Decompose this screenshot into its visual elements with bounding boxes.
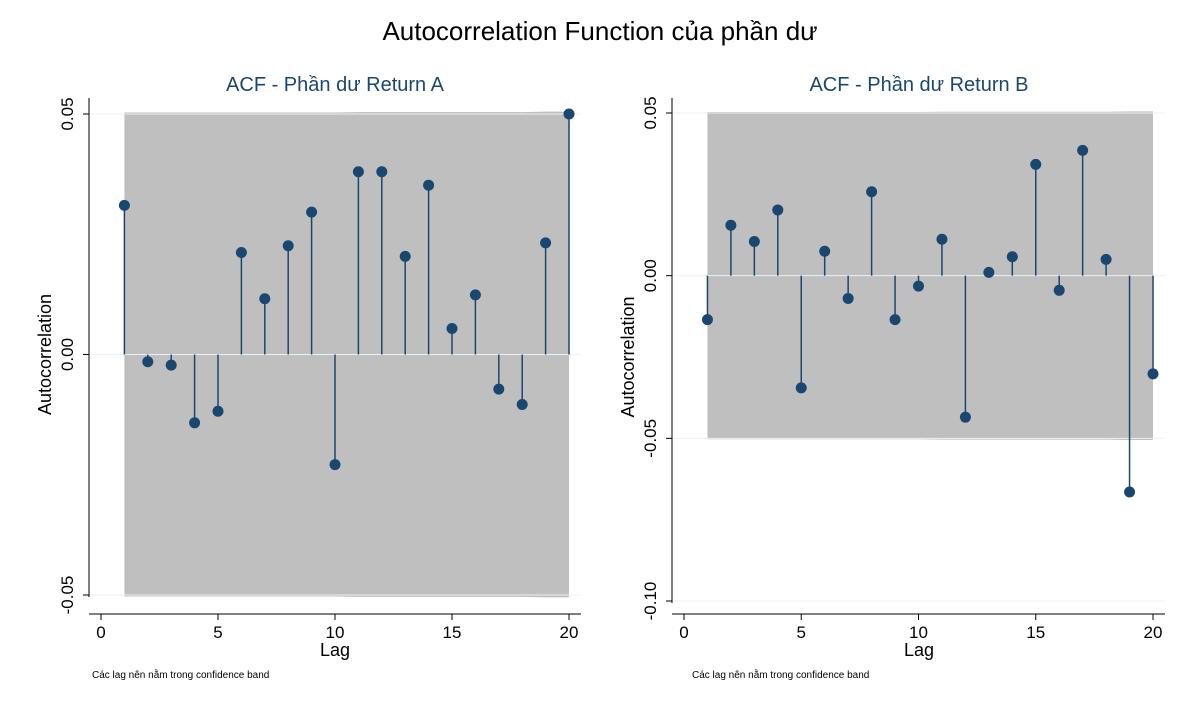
x-tick-label: 10 bbox=[326, 623, 345, 642]
acf-point-lag-9 bbox=[889, 314, 901, 326]
y-tick-label: -0.10 bbox=[641, 582, 660, 621]
acf-point-lag-1 bbox=[118, 199, 130, 211]
acf-point-lag-3 bbox=[165, 359, 177, 371]
y-tick-label: -0.05 bbox=[641, 419, 660, 458]
acf-point-lag-12 bbox=[959, 411, 971, 423]
acf-panel-return-a: ACF - Phần dư Return A -0.05 0.00 0.05 Autoc… bbox=[0, 60, 600, 705]
acf-point-lag-11 bbox=[936, 233, 948, 245]
acf-point-lag-17 bbox=[493, 383, 505, 395]
acf-point-lag-19 bbox=[1124, 486, 1136, 498]
acf-point-lag-4 bbox=[772, 204, 784, 216]
acf-point-lag-13 bbox=[983, 266, 995, 278]
y-axis-label: Autocorrelation bbox=[618, 296, 638, 417]
acf-point-lag-7 bbox=[259, 293, 271, 305]
acf-point-lag-2 bbox=[725, 219, 737, 231]
acf-point-lag-8 bbox=[866, 186, 878, 198]
acf-point-lag-19 bbox=[540, 237, 552, 249]
chart-note: Các lag nên nằm trong confidence band bbox=[692, 668, 869, 681]
acf-point-lag-18 bbox=[516, 399, 528, 411]
x-tick-label: 0 bbox=[96, 623, 105, 642]
acf-point-lag-3 bbox=[748, 236, 760, 248]
x-tick-label: 15 bbox=[1026, 623, 1045, 642]
y-tick-label: 0.05 bbox=[641, 96, 660, 129]
y-tick-label: 0.00 bbox=[641, 259, 660, 292]
acf-point-lag-16 bbox=[469, 289, 481, 301]
acf-point-lag-13 bbox=[399, 250, 411, 262]
y-tick-label: 0.00 bbox=[58, 338, 77, 371]
acf-point-lag-11 bbox=[352, 166, 364, 178]
acf-point-lag-5 bbox=[795, 382, 807, 394]
y-tick-label: 0.05 bbox=[58, 97, 77, 130]
figure-title: Autocorrelation Function của phần dư bbox=[382, 16, 818, 46]
acf-point-lag-1 bbox=[701, 314, 713, 326]
acf-point-lag-17 bbox=[1077, 144, 1089, 156]
acf-point-lag-20 bbox=[1147, 368, 1159, 380]
chart-subtitle: ACF - Phần dư Return B bbox=[809, 74, 1028, 96]
acf-point-lag-5 bbox=[212, 405, 224, 417]
acf-point-lag-15 bbox=[446, 323, 458, 335]
chart-note: Các lag nên nằm trong confidence band bbox=[92, 668, 269, 681]
acf-point-lag-15 bbox=[1030, 158, 1042, 170]
acf-point-lag-9 bbox=[306, 206, 318, 218]
acf-panel-return-b: ACF - Phần dư Return B -0.10 -0.05 0.00 0.05… bbox=[600, 60, 1200, 705]
y-axis-label: Autocorrelation bbox=[35, 294, 55, 415]
x-axis-label: Lag bbox=[320, 640, 350, 660]
chart-subtitle: ACF - Phần dư Return A bbox=[226, 74, 445, 96]
acf-point-lag-14 bbox=[1006, 251, 1018, 263]
x-axis-label: Lag bbox=[904, 640, 934, 660]
acf-point-lag-2 bbox=[142, 356, 154, 368]
x-tick-label: 15 bbox=[443, 623, 462, 642]
acf-point-lag-16 bbox=[1053, 284, 1065, 296]
acf-point-lag-6 bbox=[819, 245, 831, 257]
acf-point-lag-6 bbox=[235, 247, 247, 259]
x-tick-label: 0 bbox=[679, 623, 688, 642]
x-tick-label: 5 bbox=[213, 623, 222, 642]
x-tick-label: 10 bbox=[909, 623, 928, 642]
acf-point-lag-4 bbox=[189, 417, 201, 429]
x-tick-label: 5 bbox=[797, 623, 806, 642]
acf-point-lag-12 bbox=[376, 166, 388, 178]
acf-point-lag-7 bbox=[842, 292, 854, 304]
acf-point-lag-8 bbox=[282, 240, 294, 252]
acf-chart-return-a: ACF - Phần dư Return A -0.05 0.00 0.05 Autoc… bbox=[35, 74, 581, 681]
acf-point-lag-18 bbox=[1100, 253, 1112, 265]
y-tick-label: -0.05 bbox=[58, 576, 77, 615]
acf-point-lag-10 bbox=[329, 459, 341, 471]
acf-chart-return-b: ACF - Phần dư Return B -0.10 -0.05 0.00 0.05… bbox=[618, 74, 1165, 681]
x-tick-label: 20 bbox=[1144, 623, 1163, 642]
acf-point-lag-20 bbox=[563, 108, 575, 120]
acf-point-lag-10 bbox=[913, 280, 924, 292]
x-tick-label: 20 bbox=[560, 623, 579, 642]
acf-point-lag-14 bbox=[423, 179, 435, 191]
